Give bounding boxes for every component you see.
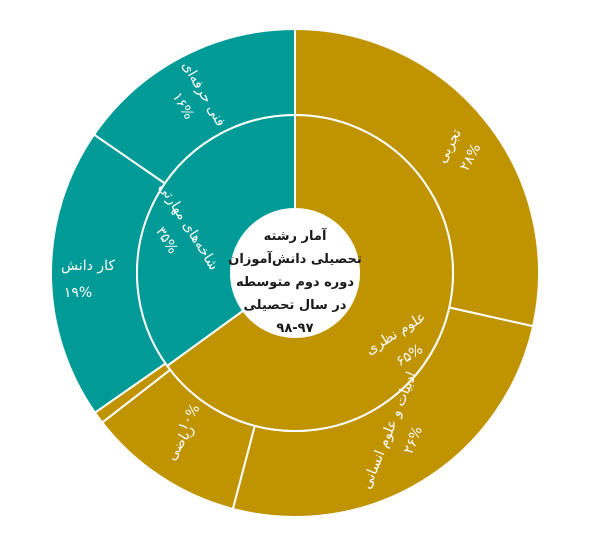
outer-label-kardanesh-name: کار دانش — [61, 258, 115, 274]
outer-label-kardanesh-pct: ۱۹% — [64, 285, 92, 301]
center-hole — [231, 209, 359, 337]
title-line-4: در سال تحصیلی — [244, 298, 347, 313]
chart-title: آمار رشته تحصیلی دانش‌آموزان دوره دوم مت… — [228, 227, 361, 336]
title-line-3: دوره دوم متوسطه — [236, 275, 354, 290]
inner-ring — [136, 113, 454, 432]
title-line-5: ۹۸-۹۷ — [276, 321, 313, 336]
outer-label-kardanesh: کار دانش ۱۹% — [61, 258, 115, 301]
title-line-2: تحصیلی دانش‌آموزان — [228, 250, 361, 267]
title-line-1: آمار رشته — [264, 227, 327, 244]
outer-ring — [50, 27, 540, 518]
